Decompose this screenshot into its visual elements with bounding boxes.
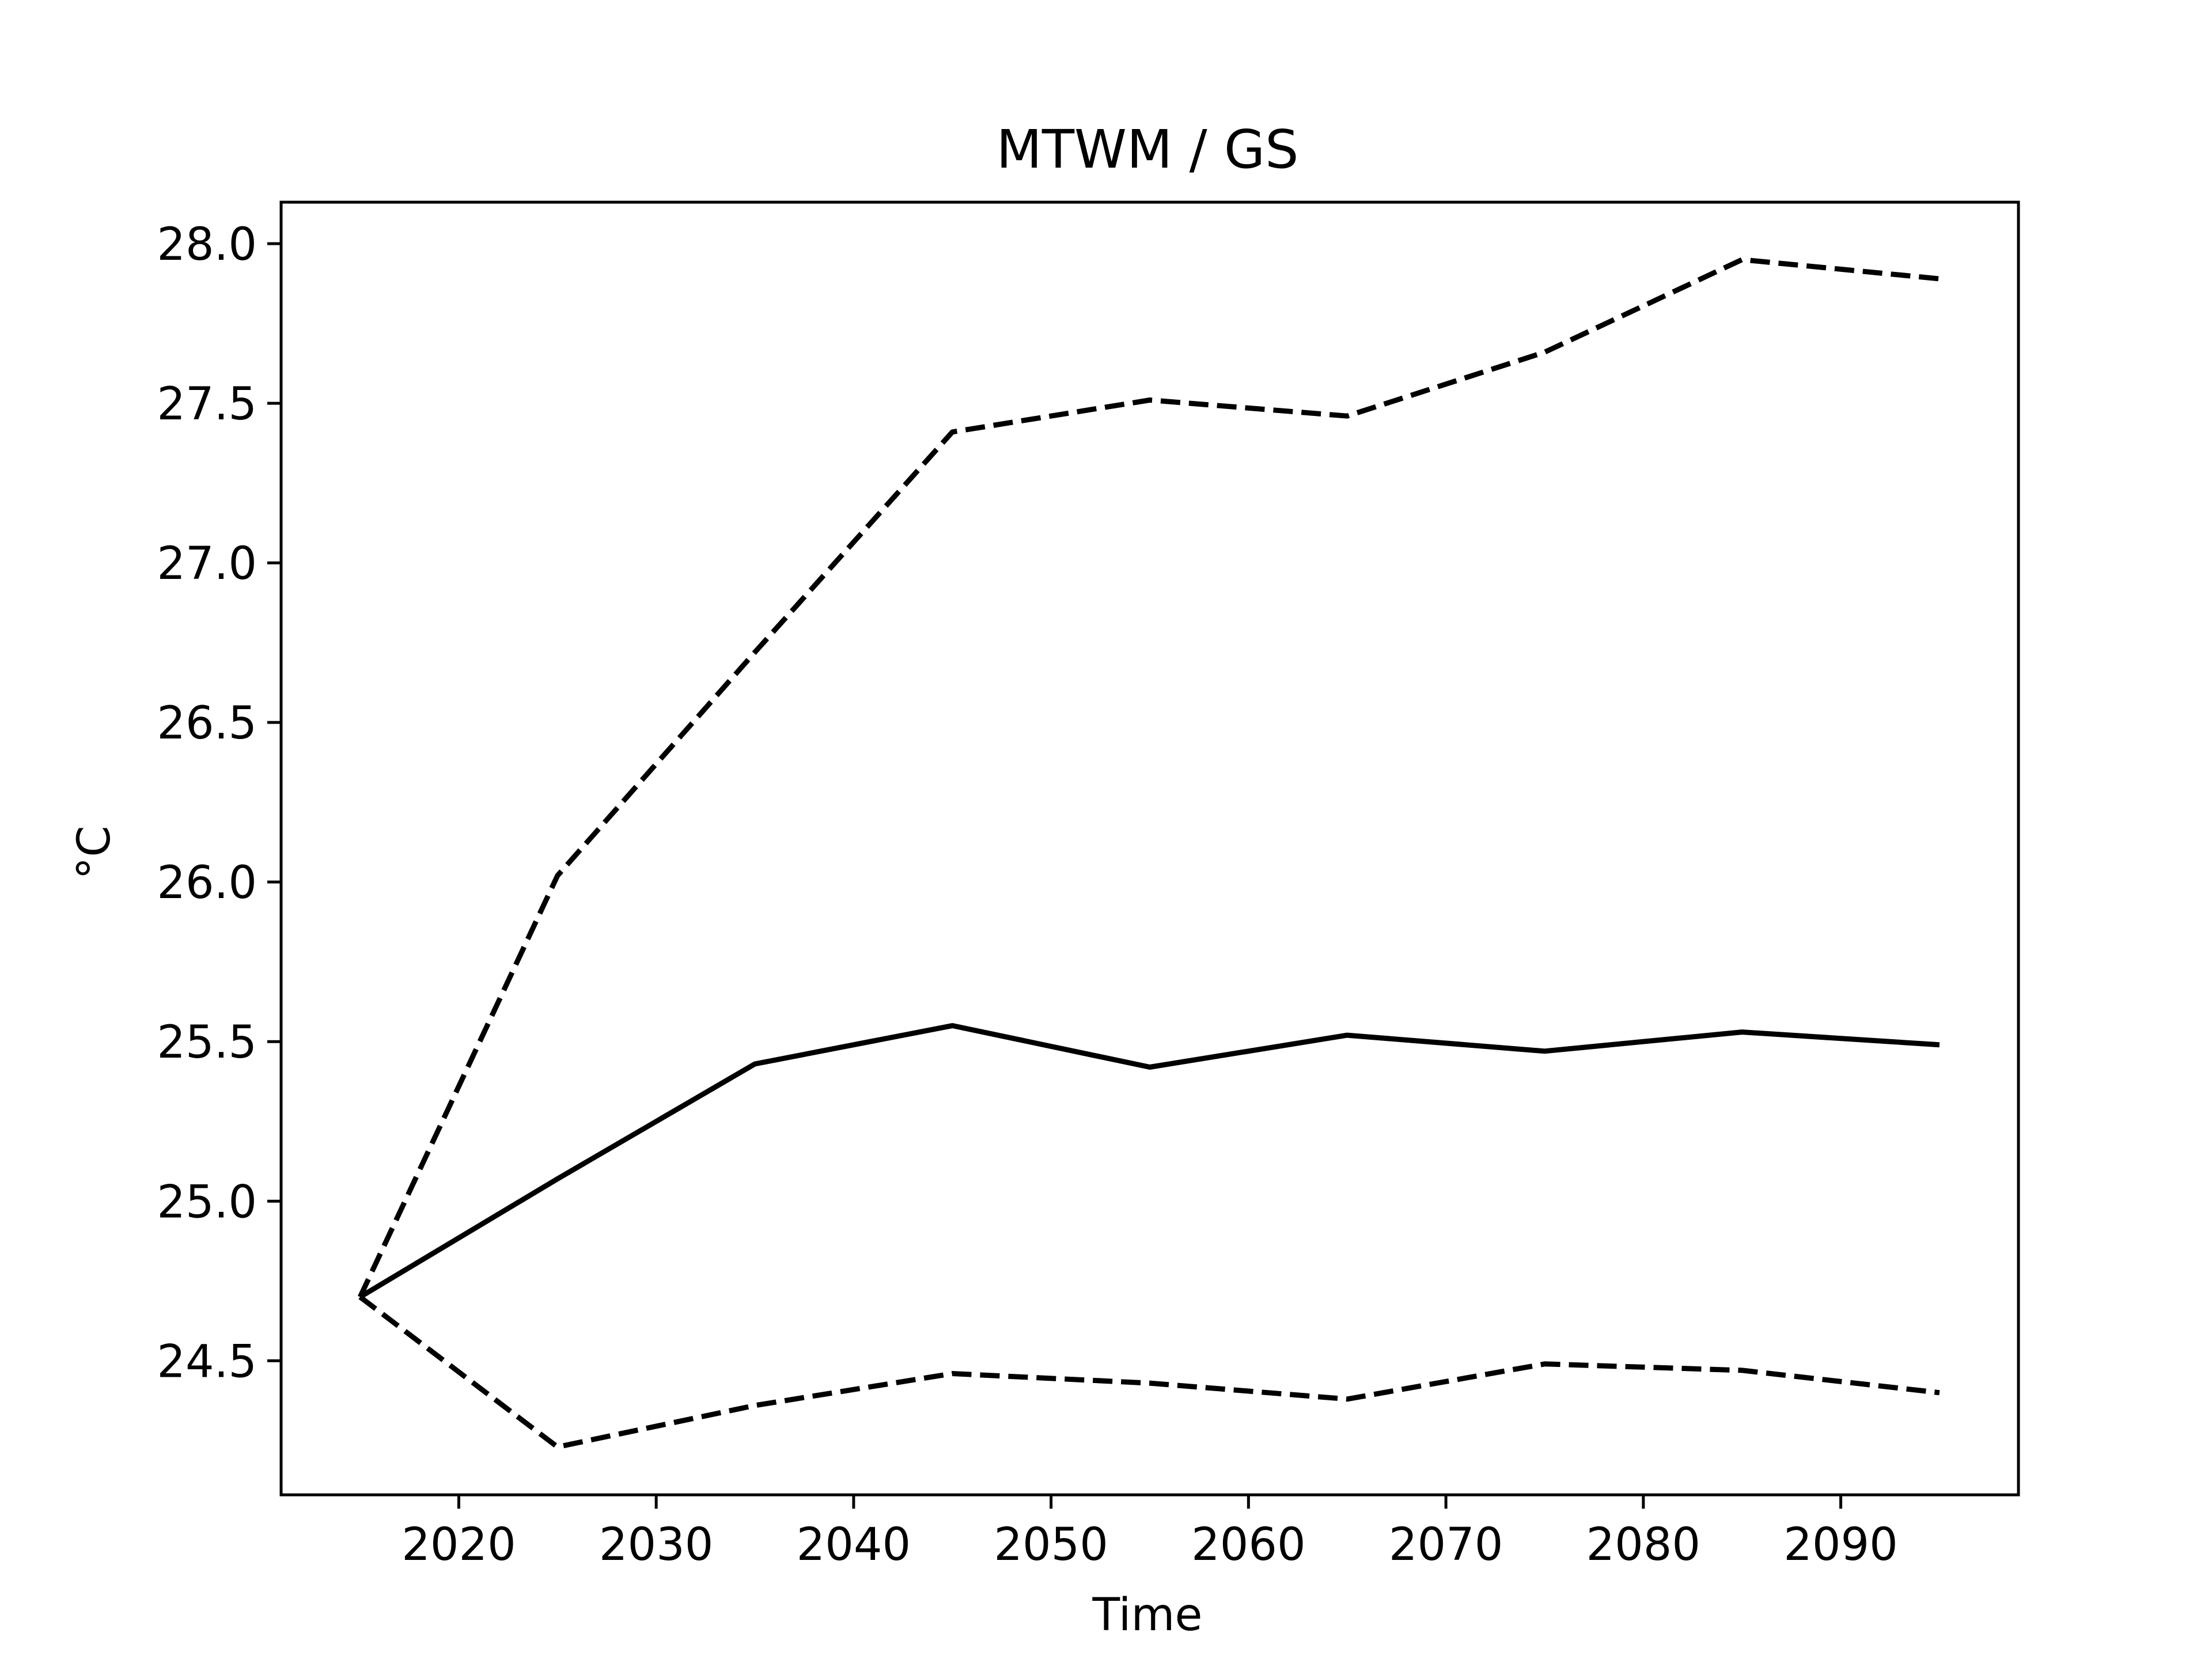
dashed-series-line [358,1294,1940,1450]
x-tick-label: 2060 [1191,1519,1306,1571]
x-axis-label: Time [1092,1589,1203,1641]
y-tick-label: 25.5 [157,1017,257,1069]
y-tick-label: 27.5 [157,378,257,430]
y-axis: 24.5 25.0 25.5 26.0 26.5 27.0 27.5 28.0 [157,219,281,1388]
y-tick-label: 25.0 [157,1176,257,1228]
solid-series-line [358,1023,1940,1300]
y-tick-label: 26.0 [157,857,257,909]
x-axis: 2020 2030 2040 2050 2060 2070 2080 2090 [402,1495,1898,1571]
y-axis-label: °C [69,825,120,879]
y-tick-label: 28.0 [157,219,257,271]
y-tick-label: 27.0 [157,538,257,590]
x-tick-label: 2050 [994,1519,1108,1571]
dashed-series-line [358,257,1940,1298]
plot-frame [279,200,2020,1497]
plot-area [358,257,1940,1450]
x-tick-label: 2040 [797,1519,911,1571]
x-tick-label: 2070 [1389,1519,1503,1571]
y-tick-label: 26.5 [157,698,257,749]
x-tick-label: 2020 [402,1519,516,1571]
x-tick-label: 2030 [599,1519,714,1571]
y-tick-label: 24.5 [157,1336,257,1388]
x-tick-label: 2090 [1783,1519,1898,1571]
chart-title: MTWM / GS [996,119,1298,180]
x-tick-label: 2080 [1586,1519,1701,1571]
